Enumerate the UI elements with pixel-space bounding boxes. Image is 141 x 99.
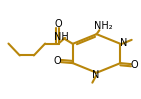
- Text: O: O: [131, 60, 138, 70]
- Text: O: O: [55, 19, 62, 29]
- Text: O: O: [53, 56, 61, 66]
- Text: N: N: [120, 38, 127, 48]
- Text: N: N: [92, 69, 100, 80]
- Text: NH₂: NH₂: [94, 21, 112, 31]
- Text: NH: NH: [54, 32, 69, 42]
